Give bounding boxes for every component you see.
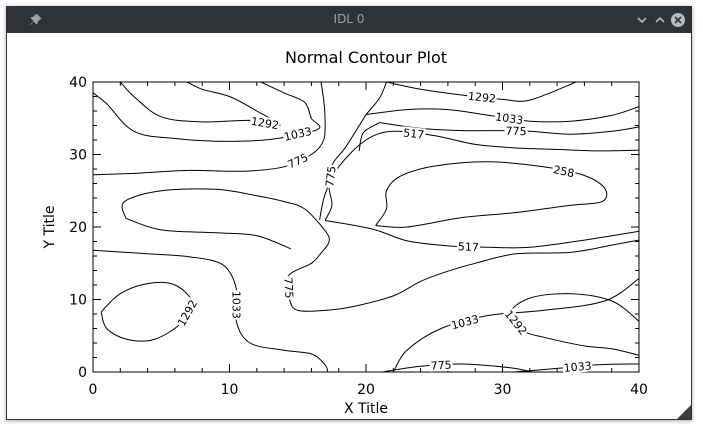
contour-line-775 [382,363,533,373]
chart-title: Normal Contour Plot [285,48,447,67]
y-tick-label: 0 [78,365,87,381]
window-title: IDL 0 [333,12,365,26]
contour-label: 775 [323,165,339,187]
contour-label-bg [249,114,281,132]
contour-label-group: 517 [456,240,481,254]
contour-label: 1292 [175,298,200,329]
contour-label-bg [282,124,314,143]
contour-line-1033 [392,278,640,373]
contour-label-bg [323,164,338,189]
title-bar[interactable]: IDL 0 [7,7,691,33]
maximize-chevron-icon[interactable] [652,12,668,28]
contour-label-bg [174,297,200,329]
contour-label-group: 775 [323,164,339,189]
contour-label-bg [429,358,453,372]
tick-labels: 0 10 20 30 40 0 10 20 30 40 [69,75,648,398]
contour-label: 775 [430,359,452,373]
x-tick-label: 0 [89,382,98,398]
contour-label: 517 [458,240,479,254]
contour-label-bg [551,162,577,180]
contour-label: 1033 [450,313,480,333]
contour-label-bg [466,89,498,105]
contour-label-group: 1292 [466,89,498,106]
contour-label: 1033 [494,110,524,127]
idl-window: IDL 0 Normal Contour Plot 0 10 20 30 40 0 10 20… [6,6,692,420]
x-axis-title: X Title [344,401,388,417]
contour-label-bg [502,307,531,338]
contour-line-1033 [92,249,329,373]
y-tick-label: 40 [69,75,87,91]
y-tick-label: 20 [69,220,87,236]
contour-line-1033 [92,81,321,142]
y-axis-title: Y Title [42,205,58,249]
y-tick-label: 10 [69,293,87,309]
contour-label-group: 1033 [229,290,243,320]
contour-label: 1292 [467,90,496,106]
contour-label-group: 258 [551,162,577,180]
x-tick-label: 30 [494,382,512,398]
contour-label-group: 1033 [282,124,314,144]
contour-label: 775 [505,125,526,139]
contour-label-bg [456,240,481,254]
contour-labels: 1292103377512921033775517258775103351710… [174,89,593,375]
contour-plot: Normal Contour Plot 0 10 20 30 40 0 10 20 30 40 1… [42,48,648,417]
contour-line-1292 [100,282,194,342]
y-tick-label: 30 [69,148,87,164]
x-tick-label: 40 [630,382,648,398]
contour-label-group: 1033 [562,359,593,375]
contour-line-1033 [365,81,387,115]
close-icon[interactable] [670,12,686,28]
x-tick-label: 10 [221,382,239,398]
contour-line-775 [121,188,640,312]
contour-label-group: 1292 [249,114,281,132]
contour-label-bg [562,359,593,374]
contour-label-group: 1033 [493,110,525,127]
contour-lines [92,81,640,373]
contour-line-517 [319,130,640,220]
contour-label: 1292 [250,115,280,132]
contour-label-bg [230,290,243,320]
contour-label-group: 775 [429,358,453,373]
contour-label-bg [493,110,525,127]
contour-line-1292 [508,293,640,356]
contour-label-group: 775 [281,275,296,300]
resize-grip-icon[interactable] [677,405,691,419]
contour-label: 775 [281,277,295,299]
contour-label-bg [401,126,426,141]
contour-label-group: 775 [504,124,528,139]
contour-label-bg [282,275,296,300]
contour-label-group: 517 [401,126,426,142]
contour-label: 517 [403,126,425,141]
contour-label-bg [504,124,528,138]
contour-line-517 [324,220,640,249]
contour-label: 1033 [283,125,313,144]
contour-label-bg [284,150,311,171]
contour-label: 1033 [229,291,242,319]
contour-label-group: 1292 [174,297,200,329]
x-tick-label: 20 [357,382,375,398]
contour-line-258 [375,161,608,228]
contour-label-group: 775 [284,150,311,171]
pin-icon[interactable] [29,13,43,27]
contour-line-775 [125,217,292,250]
contour-label-bg [449,312,481,332]
minimize-chevron-icon[interactable] [634,12,650,28]
contour-line-1033 [358,122,380,152]
contour-label-group: 1033 [449,312,481,332]
contour-label: 258 [552,163,575,180]
contour-label: 1033 [563,359,592,374]
